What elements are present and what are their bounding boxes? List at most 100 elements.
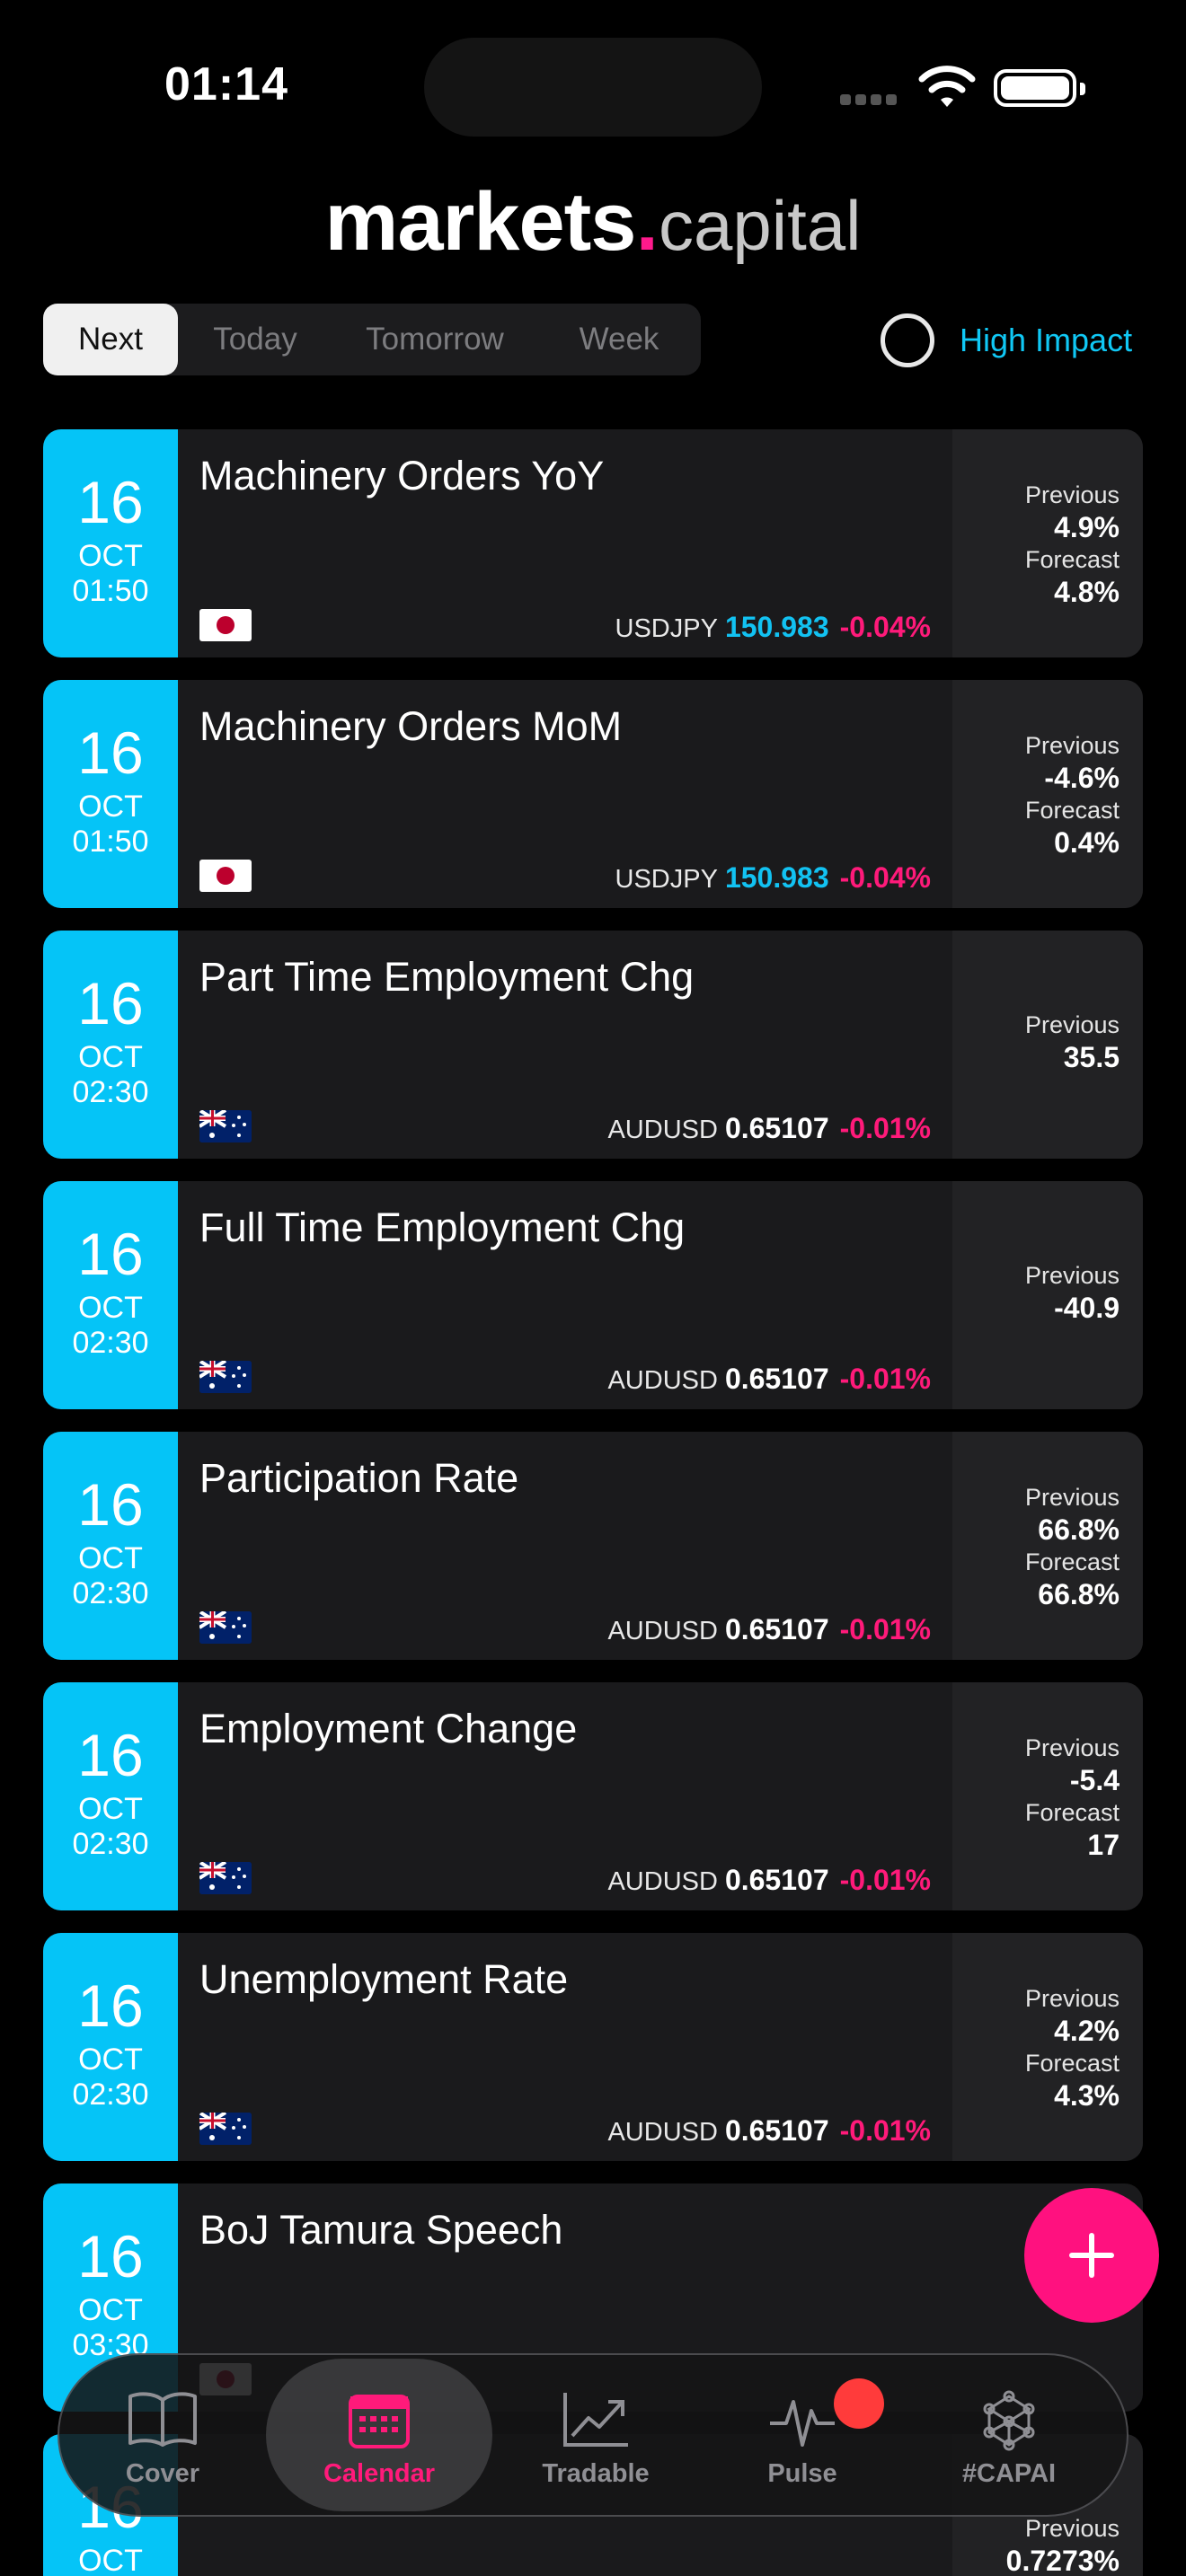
quote-pair: AUDUSD <box>607 1366 718 1395</box>
chart-up-icon <box>563 2393 628 2447</box>
event-date: 16 OCT 03:30 <box>43 2183 178 2412</box>
event-quote[interactable]: AUDUSD 0.65107 -0.01% <box>607 2113 931 2148</box>
event-day: 16 <box>77 719 144 786</box>
flag-au-icon <box>199 1862 252 1894</box>
quote-price: 0.65107 <box>724 1864 829 1896</box>
previous-label: Previous <box>1024 732 1120 759</box>
quote-change: -0.01% <box>839 1363 931 1395</box>
quote-pair: AUDUSD <box>607 2118 718 2147</box>
event-quote[interactable]: AUDUSD 0.65107 -0.01% <box>607 1110 931 1146</box>
event-day: 16 <box>77 1471 144 1538</box>
quote-price: 0.65107 <box>724 1112 829 1144</box>
previous-label: Previous <box>1024 2515 1120 2542</box>
flag-jp-icon <box>199 609 252 641</box>
event-date: 16 OCT 02:30 <box>43 1682 178 1910</box>
nav-pulse[interactable]: Pulse <box>699 2359 906 2511</box>
event-day: 16 <box>77 970 144 1037</box>
event-time: 01:50 <box>72 574 149 608</box>
event-card[interactable]: 16 OCT 02:30 Unemployment Rate AUDUSD 0.6… <box>43 1933 1143 2161</box>
event-quote[interactable]: AUDUSD 0.65107 -0.01% <box>607 1862 931 1898</box>
tab-next[interactable]: Next <box>43 304 178 375</box>
event-day: 16 <box>77 469 144 535</box>
add-button[interactable] <box>1024 2188 1159 2323</box>
event-stats: Previous 4.2% Forecast 4.3% <box>952 1933 1143 2161</box>
high-impact-toggle[interactable]: High Impact <box>881 311 1132 370</box>
tab-today[interactable]: Today <box>213 322 297 357</box>
previous-value: 4.9% <box>1054 511 1120 543</box>
quote-pair: USDJPY <box>615 614 718 643</box>
event-card[interactable]: 16 OCT 02:30 Participation Rate AUDUSD 0.… <box>43 1432 1143 1660</box>
previous-value: 4.2% <box>1054 2015 1120 2047</box>
event-stats: Previous 66.8% Forecast 66.8% <box>952 1432 1143 1660</box>
event-date: 16 OCT 02:30 <box>43 1181 178 1409</box>
forecast-value: 4.8% <box>1054 576 1120 608</box>
quote-change: -0.04% <box>839 611 931 643</box>
radio-circle-icon[interactable] <box>881 313 934 367</box>
event-stats: Previous 35.5 <box>952 931 1143 1159</box>
event-stats: Previous -40.9 <box>952 1181 1143 1409</box>
event-card[interactable]: 16 OCT 01:50 Machinery Orders YoY USDJPY… <box>43 429 1143 657</box>
forecast-label: Forecast <box>1024 2050 1120 2077</box>
quote-price: 0.65107 <box>724 1363 829 1395</box>
event-quote[interactable]: AUDUSD 0.65107 -0.01% <box>607 1361 931 1397</box>
event-title: Part Time Employment Chg <box>199 954 695 1000</box>
bottom-nav: Cover Calendar Tradable Pulse <box>58 2353 1128 2517</box>
event-card[interactable]: 16 OCT 02:30 Full Time Employment Chg AU… <box>43 1181 1143 1409</box>
dynamic-island <box>424 38 762 137</box>
nav-label: Calendar <box>323 2459 436 2488</box>
quote-price: 150.983 <box>724 861 829 894</box>
wifi-icon <box>918 66 976 107</box>
event-quote[interactable]: AUDUSD 0.65107 -0.01% <box>607 1611 931 1647</box>
forecast-value: 66.8% <box>1038 1578 1120 1610</box>
previous-label: Previous <box>1024 1011 1120 1038</box>
nav-capai[interactable]: #CAPAI <box>906 2359 1112 2511</box>
flag-jp-icon <box>199 860 252 892</box>
nav-calendar[interactable]: Calendar <box>266 2359 492 2511</box>
event-month: OCT <box>78 2293 143 2327</box>
event-day: 16 <box>77 2223 144 2289</box>
forecast-label: Forecast <box>1024 1548 1120 1575</box>
event-month: OCT <box>78 2544 143 2576</box>
event-time: 01:50 <box>72 825 149 859</box>
event-day: 16 <box>77 1722 144 1788</box>
previous-value: 66.8% <box>1038 1513 1120 1546</box>
quote-change: -0.04% <box>839 861 931 894</box>
previous-value: 0.7273% <box>1005 2545 1120 2576</box>
flag-au-icon <box>199 1361 252 1393</box>
previous-value: 35.5 <box>1063 1041 1120 1073</box>
book-icon <box>128 2392 197 2447</box>
event-card[interactable]: 16 OCT 02:30 Employment Change AUDUSD 0.6… <box>43 1682 1143 1910</box>
flag-au-icon <box>199 1611 252 1644</box>
event-title: Full Time Employment Chg <box>199 1204 686 1250</box>
forecast-label: Forecast <box>1024 797 1120 824</box>
quote-change: -0.01% <box>839 1112 931 1144</box>
event-title: Machinery Orders MoM <box>199 703 623 749</box>
nav-cover[interactable]: Cover <box>59 2359 266 2511</box>
quote-pair: AUDUSD <box>607 1116 718 1144</box>
event-card[interactable]: 16 OCT 02:30 Part Time Employment Chg AU… <box>43 931 1143 1159</box>
event-date: 16 OCT 01:50 <box>43 680 178 908</box>
tab-tomorrow[interactable]: Tomorrow <box>366 322 504 357</box>
event-quote[interactable]: USDJPY 150.983 -0.04% <box>615 860 931 895</box>
quote-change: -0.01% <box>839 1864 931 1896</box>
event-title: Employment Change <box>199 1706 578 1751</box>
event-date: 16 OCT 02:30 <box>43 1432 178 1660</box>
previous-label: Previous <box>1024 1262 1120 1289</box>
events-list: 16 OCT 01:50 Machinery Orders YoY USDJPY… <box>43 429 1143 2576</box>
previous-value: -5.4 <box>1069 1764 1120 1796</box>
nav-tradable[interactable]: Tradable <box>492 2359 699 2511</box>
nav-label: Pulse <box>767 2459 837 2488</box>
brand-dot: . <box>635 176 659 268</box>
event-quote[interactable]: USDJPY 150.983 -0.04% <box>615 609 931 645</box>
tab-week[interactable]: Week <box>579 322 659 357</box>
event-stats: Previous -4.6% Forecast 0.4% <box>952 680 1143 908</box>
quote-price: 0.65107 <box>724 1613 829 1645</box>
nav-label: #CAPAI <box>961 2459 1057 2488</box>
forecast-value: 17 <box>1087 1829 1120 1861</box>
brand-logo: markets.capital <box>0 175 1186 268</box>
event-card[interactable]: 16 OCT 01:50 Machinery Orders MoM USDJPY… <box>43 680 1143 908</box>
event-time: 02:30 <box>72 1075 149 1109</box>
quote-pair: AUDUSD <box>607 1617 718 1645</box>
event-month: OCT <box>78 1792 143 1826</box>
event-title: BoJ Tamura Speech <box>199 2207 563 2253</box>
